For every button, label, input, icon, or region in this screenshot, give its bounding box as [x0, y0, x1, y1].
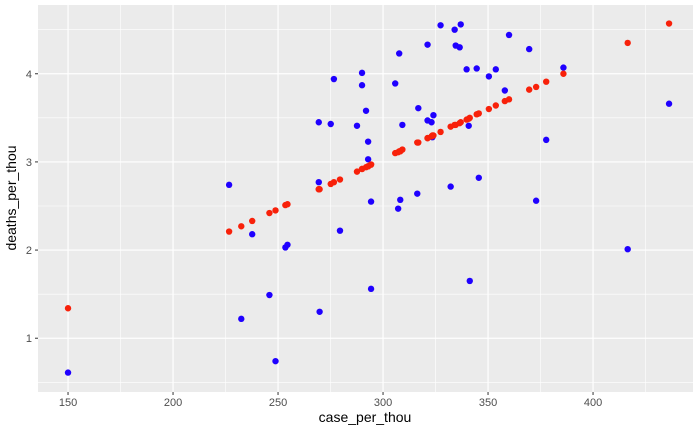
- observed-point: [396, 50, 403, 57]
- observed-point: [316, 308, 323, 315]
- fitted-point: [447, 123, 454, 130]
- observed-point: [364, 156, 372, 163]
- observed-point: [466, 277, 473, 285]
- observed-point: [367, 198, 375, 205]
- observed-point: [358, 69, 366, 77]
- fitted-point: [560, 70, 567, 77]
- fitted-point: [429, 132, 436, 139]
- fitted-point: [272, 207, 279, 214]
- x-tick-label: 250: [269, 397, 287, 409]
- observed-point: [437, 22, 444, 29]
- observed-point: [532, 197, 540, 204]
- axis-ticks: 150 200 250 300 350 400 1 2 3 4: [26, 69, 602, 409]
- fitted-point: [64, 305, 72, 312]
- x-axis-title: case_per_thou: [319, 409, 412, 425]
- fitted-point: [225, 228, 233, 235]
- observed-point: [501, 87, 509, 94]
- fitted-point: [456, 119, 463, 127]
- observed-point: [543, 136, 550, 144]
- observed-point: [505, 31, 513, 39]
- observed-point: [284, 241, 291, 248]
- fitted-point: [336, 176, 344, 183]
- observed-point: [336, 227, 344, 234]
- fitted-point: [525, 86, 533, 93]
- observed-point: [364, 138, 372, 145]
- observed-point: [492, 66, 500, 73]
- data-points: [64, 20, 673, 376]
- observed-point: [463, 66, 470, 73]
- fitted-point: [315, 186, 322, 193]
- fitted-point: [501, 97, 509, 105]
- minor-gridlines: [38, 5, 693, 392]
- x-tick-label: 400: [584, 397, 602, 409]
- observed-point: [430, 111, 437, 119]
- observed-point: [315, 178, 322, 186]
- observed-point: [475, 174, 482, 181]
- observed-point: [330, 75, 338, 83]
- observed-point: [327, 120, 334, 128]
- observed-point: [485, 73, 493, 80]
- observed-point: [353, 122, 361, 129]
- observed-point: [451, 26, 458, 33]
- observed-point: [560, 64, 567, 71]
- fitted-point: [238, 223, 245, 230]
- observed-point: [392, 80, 399, 87]
- observed-point: [456, 44, 463, 51]
- observed-point: [238, 315, 245, 323]
- observed-point: [525, 45, 533, 53]
- y-tick-label: 3: [26, 157, 32, 169]
- observed-point: [414, 190, 421, 197]
- observed-point: [249, 231, 256, 238]
- fitted-point: [394, 149, 402, 156]
- fitted-point: [475, 110, 482, 117]
- fitted-point: [249, 217, 256, 225]
- observed-point: [358, 82, 366, 89]
- observed-point: [424, 41, 431, 48]
- observed-point: [225, 181, 233, 189]
- y-axis-title: deaths_per_thou: [3, 145, 19, 250]
- fitted-point: [532, 83, 540, 91]
- fitted-point: [367, 161, 375, 168]
- x-tick-label: 350: [479, 397, 497, 409]
- observed-point: [315, 119, 322, 126]
- fitted-point: [665, 20, 673, 27]
- y-tick-label: 1: [26, 333, 32, 345]
- observed-point: [665, 100, 673, 107]
- observed-point: [394, 205, 402, 212]
- fitted-point: [414, 139, 421, 146]
- observed-point: [465, 122, 472, 129]
- major-gridlines: [38, 5, 693, 392]
- observed-point: [399, 121, 406, 129]
- fitted-point: [492, 102, 500, 109]
- x-tick-label: 200: [164, 397, 182, 409]
- fitted-point: [466, 114, 473, 122]
- observed-point: [362, 107, 370, 114]
- fitted-point: [353, 168, 361, 175]
- observed-point: [397, 196, 404, 204]
- observed-point: [624, 245, 631, 253]
- fitted-point: [327, 180, 334, 188]
- observed-point: [415, 104, 422, 112]
- y-tick-label: 4: [26, 69, 32, 81]
- fitted-point: [543, 78, 550, 85]
- observed-point: [64, 369, 72, 376]
- observed-point: [266, 291, 273, 299]
- x-tick-label: 150: [59, 397, 77, 409]
- observed-point: [457, 21, 464, 28]
- observed-point: [367, 285, 375, 293]
- observed-point: [473, 65, 480, 72]
- y-tick-label: 2: [26, 245, 32, 257]
- observed-point: [428, 119, 435, 126]
- fitted-point: [284, 201, 291, 208]
- x-tick-label: 300: [374, 397, 392, 409]
- fitted-point: [485, 105, 493, 113]
- fitted-point: [266, 209, 273, 217]
- fitted-point: [624, 39, 631, 47]
- plot-panel: [38, 5, 693, 392]
- fitted-point: [437, 128, 444, 136]
- observed-point: [447, 183, 454, 190]
- observed-point: [272, 357, 279, 365]
